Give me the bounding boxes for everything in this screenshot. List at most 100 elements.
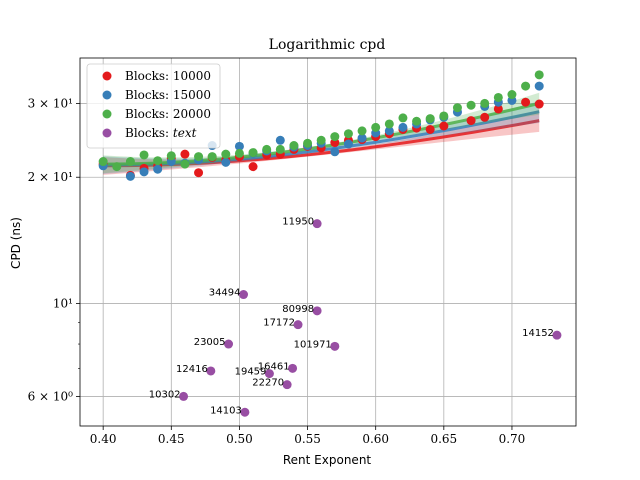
scatter-point <box>166 151 176 161</box>
scatter-point <box>240 407 250 417</box>
x-tick-label: 0.45 <box>158 432 185 446</box>
scatter-point <box>534 70 544 80</box>
point-label: 17172 <box>263 318 295 329</box>
scatter-point <box>125 157 135 167</box>
scatter-point <box>239 290 249 300</box>
y-axis-ticks: 6 × 10⁰ 10¹ 2 × 10¹ 3 × 10¹ <box>28 96 80 403</box>
point-label: 11950 <box>282 217 314 228</box>
x-tick-label: 0.55 <box>294 432 321 446</box>
scatter-point <box>139 167 149 177</box>
scatter-point <box>439 121 449 131</box>
scatter-point <box>180 149 190 159</box>
scatter-point <box>534 81 544 91</box>
scatter-point <box>357 126 367 136</box>
x-tick-label: 0.60 <box>362 432 389 446</box>
point-label: 10302 <box>149 389 181 400</box>
scatter-point <box>264 369 274 379</box>
scatter-point <box>357 133 367 143</box>
scatter-point <box>521 97 531 107</box>
legend: Blocks: 10000 Blocks: 15000 Blocks: 20000 B… <box>86 63 221 149</box>
plot-border <box>79 57 577 427</box>
y-tick-label: 10¹ <box>53 296 73 310</box>
scatter-point <box>312 306 322 316</box>
scatter-point <box>398 122 408 132</box>
scatter-point <box>534 99 544 109</box>
scatter-point <box>206 366 216 376</box>
scatter-point <box>234 148 244 158</box>
scatter-point <box>384 126 394 136</box>
scatter-point <box>521 81 531 91</box>
scatter-point <box>139 150 149 160</box>
data-points <box>98 70 562 417</box>
scatter-point <box>316 135 326 145</box>
scatter-point <box>312 219 322 229</box>
scatter-point <box>248 148 258 158</box>
point-label: 19459 <box>235 367 267 378</box>
legend-marker <box>102 90 112 100</box>
scatter-point <box>480 112 490 122</box>
scatter-point <box>466 100 476 110</box>
scatter-point <box>180 159 190 169</box>
scatter-point <box>234 141 244 151</box>
scatter-point <box>125 171 135 181</box>
scatter-point <box>493 92 503 102</box>
scatter-point <box>425 124 435 134</box>
legend-box <box>86 63 221 149</box>
legend-label: Blocks: text <box>125 126 197 140</box>
scatter-point <box>293 320 303 330</box>
scatter-point <box>507 90 517 100</box>
scatter-point <box>289 141 299 151</box>
x-tick-label: 0.65 <box>430 432 457 446</box>
scatter-point <box>262 144 272 154</box>
point-label: 101971 <box>294 339 332 350</box>
legend-label: Blocks: 20000 <box>125 107 211 121</box>
legend-marker <box>102 109 112 119</box>
x-axis-label: Rent Exponent <box>283 453 372 467</box>
grid <box>80 58 576 426</box>
scatter-point <box>439 111 449 121</box>
scatter-point <box>153 156 163 166</box>
scatter-point <box>452 103 462 113</box>
scatter-point <box>275 144 285 154</box>
point-label: 80998 <box>282 304 314 315</box>
scatter-point <box>552 330 562 340</box>
scatter-point <box>194 152 204 162</box>
scatter-point <box>221 149 231 159</box>
legend-marker <box>102 71 112 81</box>
point-label: 14103 <box>210 405 242 416</box>
y-axis-label: CPD (ns) <box>9 217 23 269</box>
scatter-point <box>371 122 381 132</box>
scatter-point <box>288 363 298 373</box>
scatter-point <box>207 152 217 162</box>
scatter-point <box>275 135 285 145</box>
y-tick-label: 3 × 10¹ <box>28 96 73 110</box>
scatter-point <box>194 168 204 178</box>
scatter-point <box>412 116 422 126</box>
scatter-point <box>343 129 353 139</box>
scatter-point <box>480 98 490 108</box>
scatter-point <box>221 157 231 167</box>
scatter-point <box>303 138 313 148</box>
point-label: 23005 <box>194 337 226 348</box>
scatter-point <box>343 139 353 149</box>
legend-marker <box>102 128 112 138</box>
x-tick-label: 0.40 <box>90 432 117 446</box>
y-tick-label: 6 × 10⁰ <box>28 389 74 403</box>
y-tick-label: 2 × 10¹ <box>28 170 73 184</box>
scatter-point <box>112 162 122 172</box>
point-annotations: 11950 34494 80998 17172 101971 23005 14152 1241… <box>149 217 554 417</box>
point-label: 14152 <box>522 328 554 339</box>
legend-label: Blocks: 15000 <box>125 88 211 102</box>
scatter-point <box>224 339 234 349</box>
scatter-point <box>398 113 408 123</box>
point-label: 12416 <box>176 364 208 375</box>
scatter-point <box>330 147 340 157</box>
scatter-point <box>330 341 340 351</box>
legend-label: Blocks: 10000 <box>125 69 211 83</box>
scatter-point <box>384 119 394 129</box>
scatter-point <box>330 132 340 142</box>
x-axis-ticks: 0.40 0.45 0.50 0.55 0.60 0.65 0.70 <box>90 426 525 446</box>
scatter-point <box>493 104 503 114</box>
scatter-point <box>98 157 108 167</box>
